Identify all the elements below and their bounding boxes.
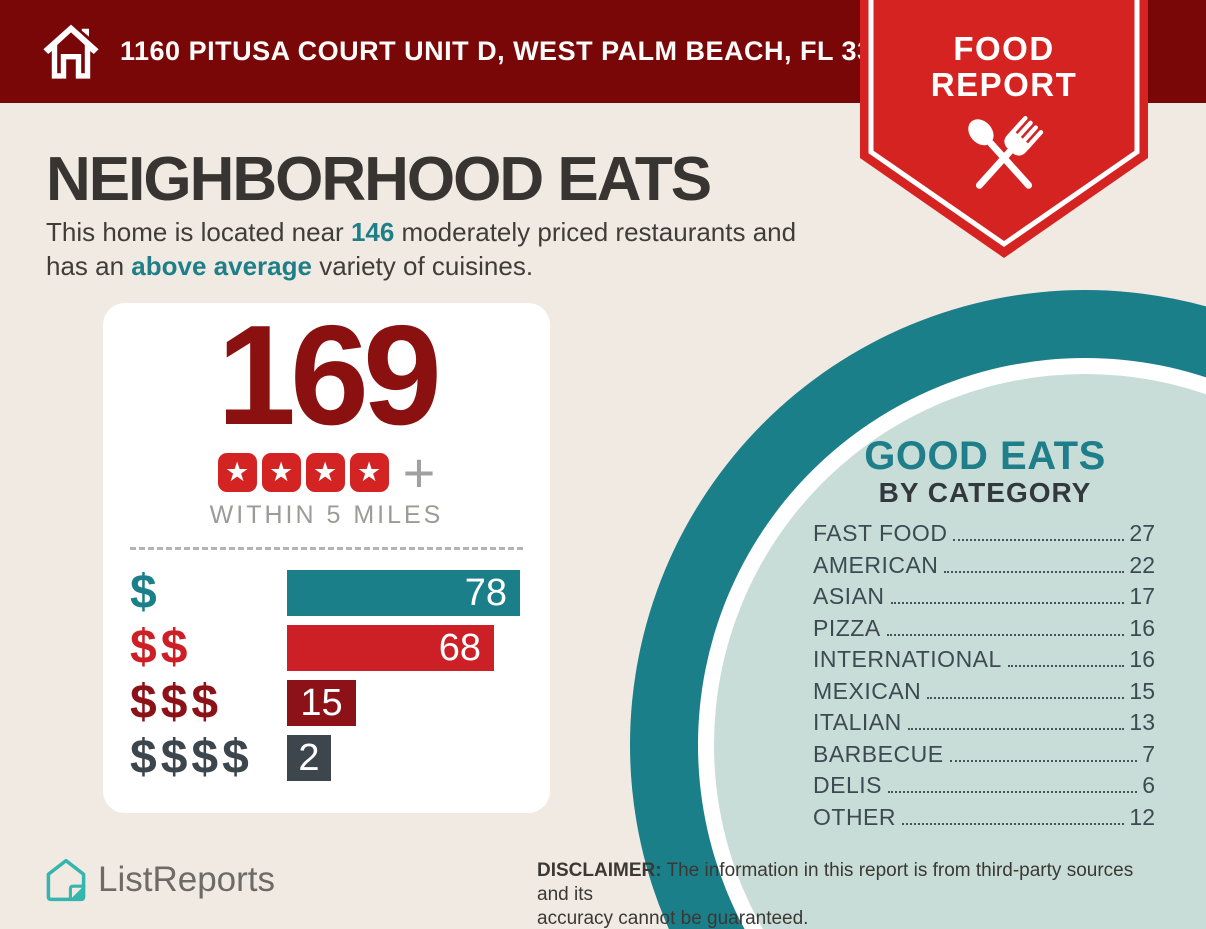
rating-card: 169 ★ ★ ★ ★ + WITHIN 5 MILES $78 $$ 68 $$$ 15 $$$… <box>103 303 550 813</box>
category-value: 13 <box>1129 709 1155 735</box>
ribbon-title-line1: FOOD <box>953 30 1055 67</box>
category-list: FAST FOOD 27 AMERICAN 22 ASIAN 17 PIZZA 16 INTER… <box>813 520 1155 835</box>
price-tier-bar: 15 <box>287 680 356 726</box>
subtitle-text: This home is located near <box>46 217 351 247</box>
category-name: FAST FOOD <box>813 520 948 546</box>
subtitle-line: This home is located near 146 moderately… <box>46 215 866 249</box>
utensils-icon <box>968 115 1044 189</box>
price-tier-bar: 78 <box>287 570 520 616</box>
category-dots-leader <box>949 759 1138 762</box>
food-report-ribbon: FOOD REPORT <box>860 0 1148 258</box>
category-dots-leader <box>1007 665 1125 667</box>
category-dots-leader <box>944 570 1125 573</box>
good-eats-subtitle: BY CATEGORY <box>878 477 1092 508</box>
category-row: MEXICAN 15 <box>813 677 1155 704</box>
dashed-divider <box>130 547 523 550</box>
price-tier-row: $$ 68 <box>130 621 530 674</box>
category-name: ASIAN <box>813 583 885 609</box>
restaurant-count: 169 <box>217 296 442 455</box>
subtitle-highlight: above average <box>131 251 312 281</box>
star-icon: ★ <box>349 453 389 492</box>
price-tier-row: $$$$ 2 <box>130 731 530 784</box>
category-dots-leader <box>902 822 1125 825</box>
price-tier-value: 15 <box>300 681 343 724</box>
price-tier-label: $$$$ <box>130 731 253 784</box>
category-row: FAST FOOD 27 <box>813 520 1155 546</box>
home-icon <box>43 24 99 79</box>
ribbon-shape <box>860 0 1148 258</box>
ribbon-title-line2: REPORT <box>930 66 1078 103</box>
category-row: DELIS 6 <box>813 772 1155 798</box>
category-value: 7 <box>1142 740 1155 767</box>
category-dots-leader <box>887 791 1138 793</box>
category-row: PIZZA 16 <box>813 614 1155 641</box>
page-title: NEIGHBORHOOD EATS <box>46 145 712 214</box>
category-value: 12 <box>1129 803 1155 830</box>
subtitle-text: variety of cuisines. <box>311 251 534 281</box>
price-tier-label: $$ <box>130 621 192 674</box>
price-tier-value: 68 <box>438 626 481 669</box>
category-value: 6 <box>1142 772 1155 798</box>
subtitle-text: has an <box>46 251 132 281</box>
category-value: 15 <box>1129 677 1155 704</box>
category-dots-leader <box>953 539 1125 541</box>
category-row: BARBECUE 7 <box>813 740 1155 767</box>
disclaimer-line1: The information in this report is from t… <box>537 860 1134 905</box>
category-value: 17 <box>1129 583 1155 609</box>
price-tier-bar: 68 <box>287 625 494 671</box>
category-name: PIZZA <box>813 614 881 641</box>
category-name: AMERICAN <box>813 551 939 578</box>
star-rating: ★ ★ ★ ★ + <box>103 440 550 504</box>
price-tier-value: 2 <box>298 736 320 779</box>
star-icon: ★ <box>217 453 257 492</box>
category-dots-leader <box>890 602 1125 604</box>
category-row: ITALIAN 13 <box>813 709 1155 735</box>
category-name: OTHER <box>813 803 896 830</box>
logo-text: ListReports <box>98 860 276 899</box>
category-name: MEXICAN <box>813 677 922 704</box>
price-tier-bar: 2 <box>287 735 331 781</box>
category-value: 16 <box>1129 646 1155 672</box>
star-icon: ★ <box>261 453 301 492</box>
price-tier-value: 78 <box>464 571 507 614</box>
category-name: INTERNATIONAL <box>813 646 1002 672</box>
category-value: 22 <box>1129 551 1155 578</box>
star-icon: ★ <box>305 453 345 492</box>
category-name: BARBECUE <box>813 740 944 767</box>
subtitle-highlight: 146 <box>350 217 395 247</box>
price-tier-label: $$$ <box>130 676 223 729</box>
category-row: ASIAN 17 <box>813 583 1155 609</box>
category-dots-leader <box>886 633 1125 636</box>
category-row: INTERNATIONAL 16 <box>813 646 1155 672</box>
disclaimer-text: DISCLAIMER: The information in this repo… <box>537 859 1167 929</box>
logo-house-icon <box>46 858 86 902</box>
subtitle-text: moderately priced restaurants and <box>394 217 797 247</box>
category-row: OTHER 12 <box>813 803 1155 830</box>
disclaimer-label: DISCLAIMER: <box>537 860 662 881</box>
good-eats-title: GOOD EATS <box>864 434 1106 478</box>
category-name: DELIS <box>813 772 882 798</box>
disclaimer-line2: accuracy cannot be guaranteed. <box>537 908 809 929</box>
plus-icon: + <box>402 440 436 504</box>
page-subtitle: This home is located near 146 moderately… <box>46 215 866 283</box>
category-row: AMERICAN 22 <box>813 551 1155 578</box>
category-value: 16 <box>1129 614 1155 641</box>
rating-caption: WITHIN 5 MILES <box>209 501 444 529</box>
address-text: 1160 PITUSA COURT UNIT D, WEST PALM BEAC… <box>120 36 920 66</box>
category-dots-leader <box>927 696 1125 699</box>
price-tier-label: $ <box>130 566 161 619</box>
price-tier-row: $78 <box>130 566 530 619</box>
category-name: ITALIAN <box>813 709 902 735</box>
price-bar-chart: $78 $$ 68 $$$ 15 $$$$ 2 <box>130 566 530 790</box>
subtitle-line: has an above average variety of cuisines… <box>46 249 866 283</box>
category-value: 27 <box>1129 520 1155 546</box>
price-tier-row: $$$ 15 <box>130 676 530 729</box>
category-dots-leader <box>907 728 1125 730</box>
listreports-logo: ListReports <box>44 856 275 904</box>
